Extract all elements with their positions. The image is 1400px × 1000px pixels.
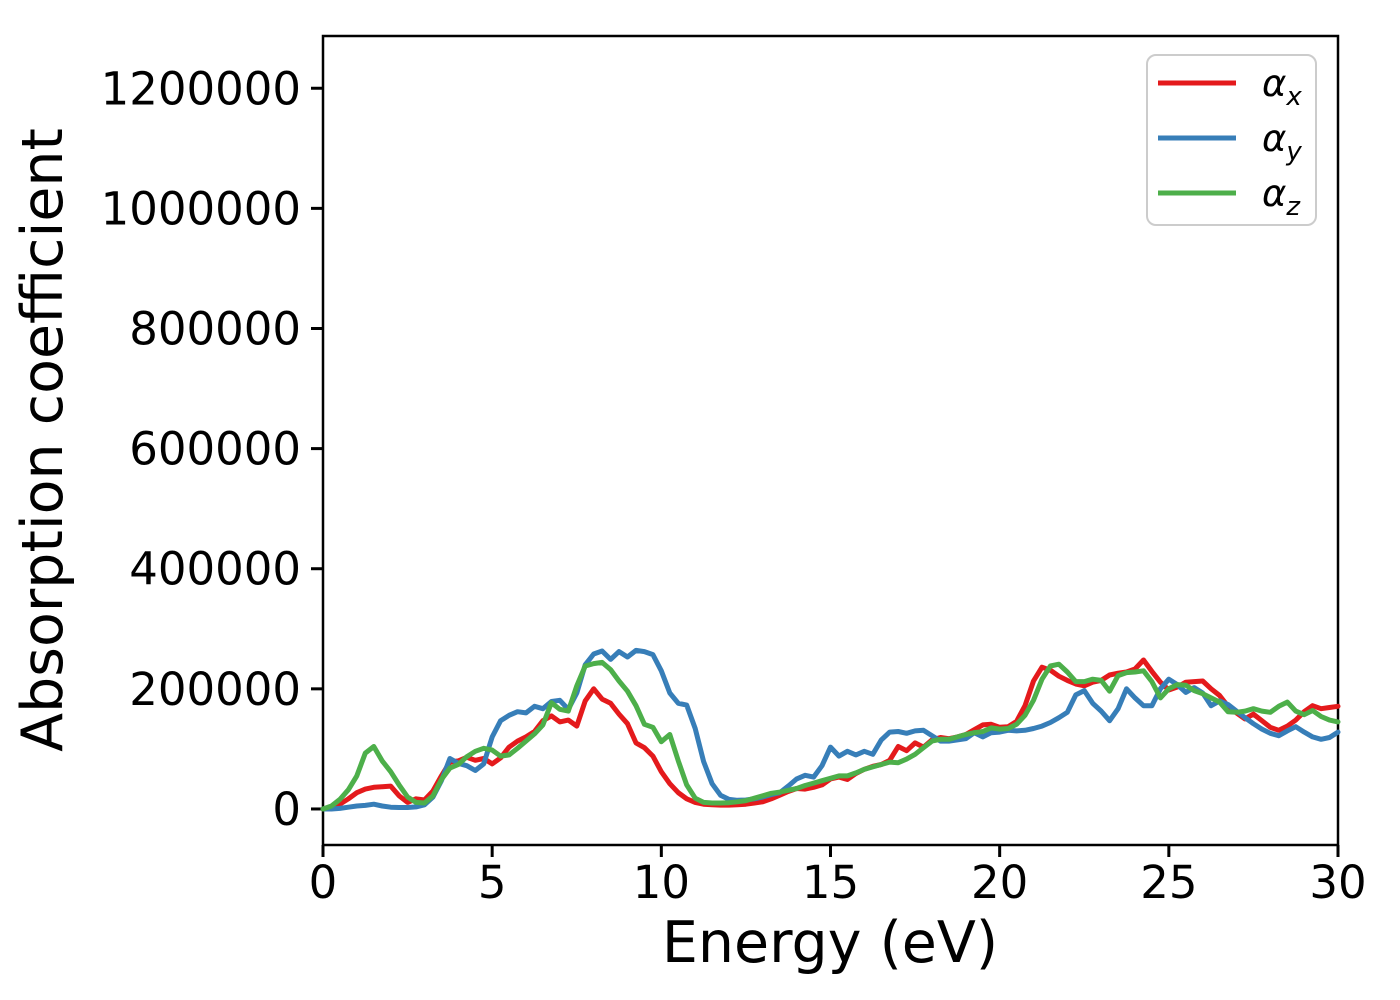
series-alpha-x-line xyxy=(320,657,1341,812)
legend-label: αz xyxy=(1262,172,1301,222)
y-axis-label: Absorption coefficient xyxy=(10,128,76,752)
y-tick-label: 1200000 xyxy=(101,62,301,115)
y-axis-ticks: 0 200000 400000 600000 800000 1000000 1200000 xyxy=(101,62,323,836)
legend-label: αx xyxy=(1262,62,1302,112)
legend-entry-alpha-y: αy xyxy=(1158,117,1302,167)
x-tick-label: 0 xyxy=(309,856,338,909)
legend-entry-alpha-z: αz xyxy=(1158,172,1301,222)
x-tick-label: 20 xyxy=(971,856,1028,909)
x-tick-label: 30 xyxy=(1309,856,1366,909)
series-alpha-z-line xyxy=(320,659,1341,812)
y-tick-label: 600000 xyxy=(129,423,301,476)
x-axis-label: Energy (eV) xyxy=(662,910,998,976)
x-tick-label: 5 xyxy=(478,856,507,909)
x-tick-label: 10 xyxy=(633,856,690,909)
y-tick-label: 1000000 xyxy=(101,182,301,235)
series-lines xyxy=(320,647,1341,812)
y-tick-label: 200000 xyxy=(129,663,301,716)
y-tick-label: 0 xyxy=(272,783,301,836)
x-tick-label: 15 xyxy=(802,856,859,909)
x-axis-ticks: 0 5 10 15 20 25 30 xyxy=(309,845,1367,909)
legend-label: αy xyxy=(1262,117,1302,167)
y-tick-label: 800000 xyxy=(129,302,301,355)
legend-entry-alpha-x: αx xyxy=(1158,62,1302,112)
y-tick-label: 400000 xyxy=(129,543,301,596)
series-alpha-y-line xyxy=(320,647,1341,812)
x-tick-label: 25 xyxy=(1140,856,1197,909)
